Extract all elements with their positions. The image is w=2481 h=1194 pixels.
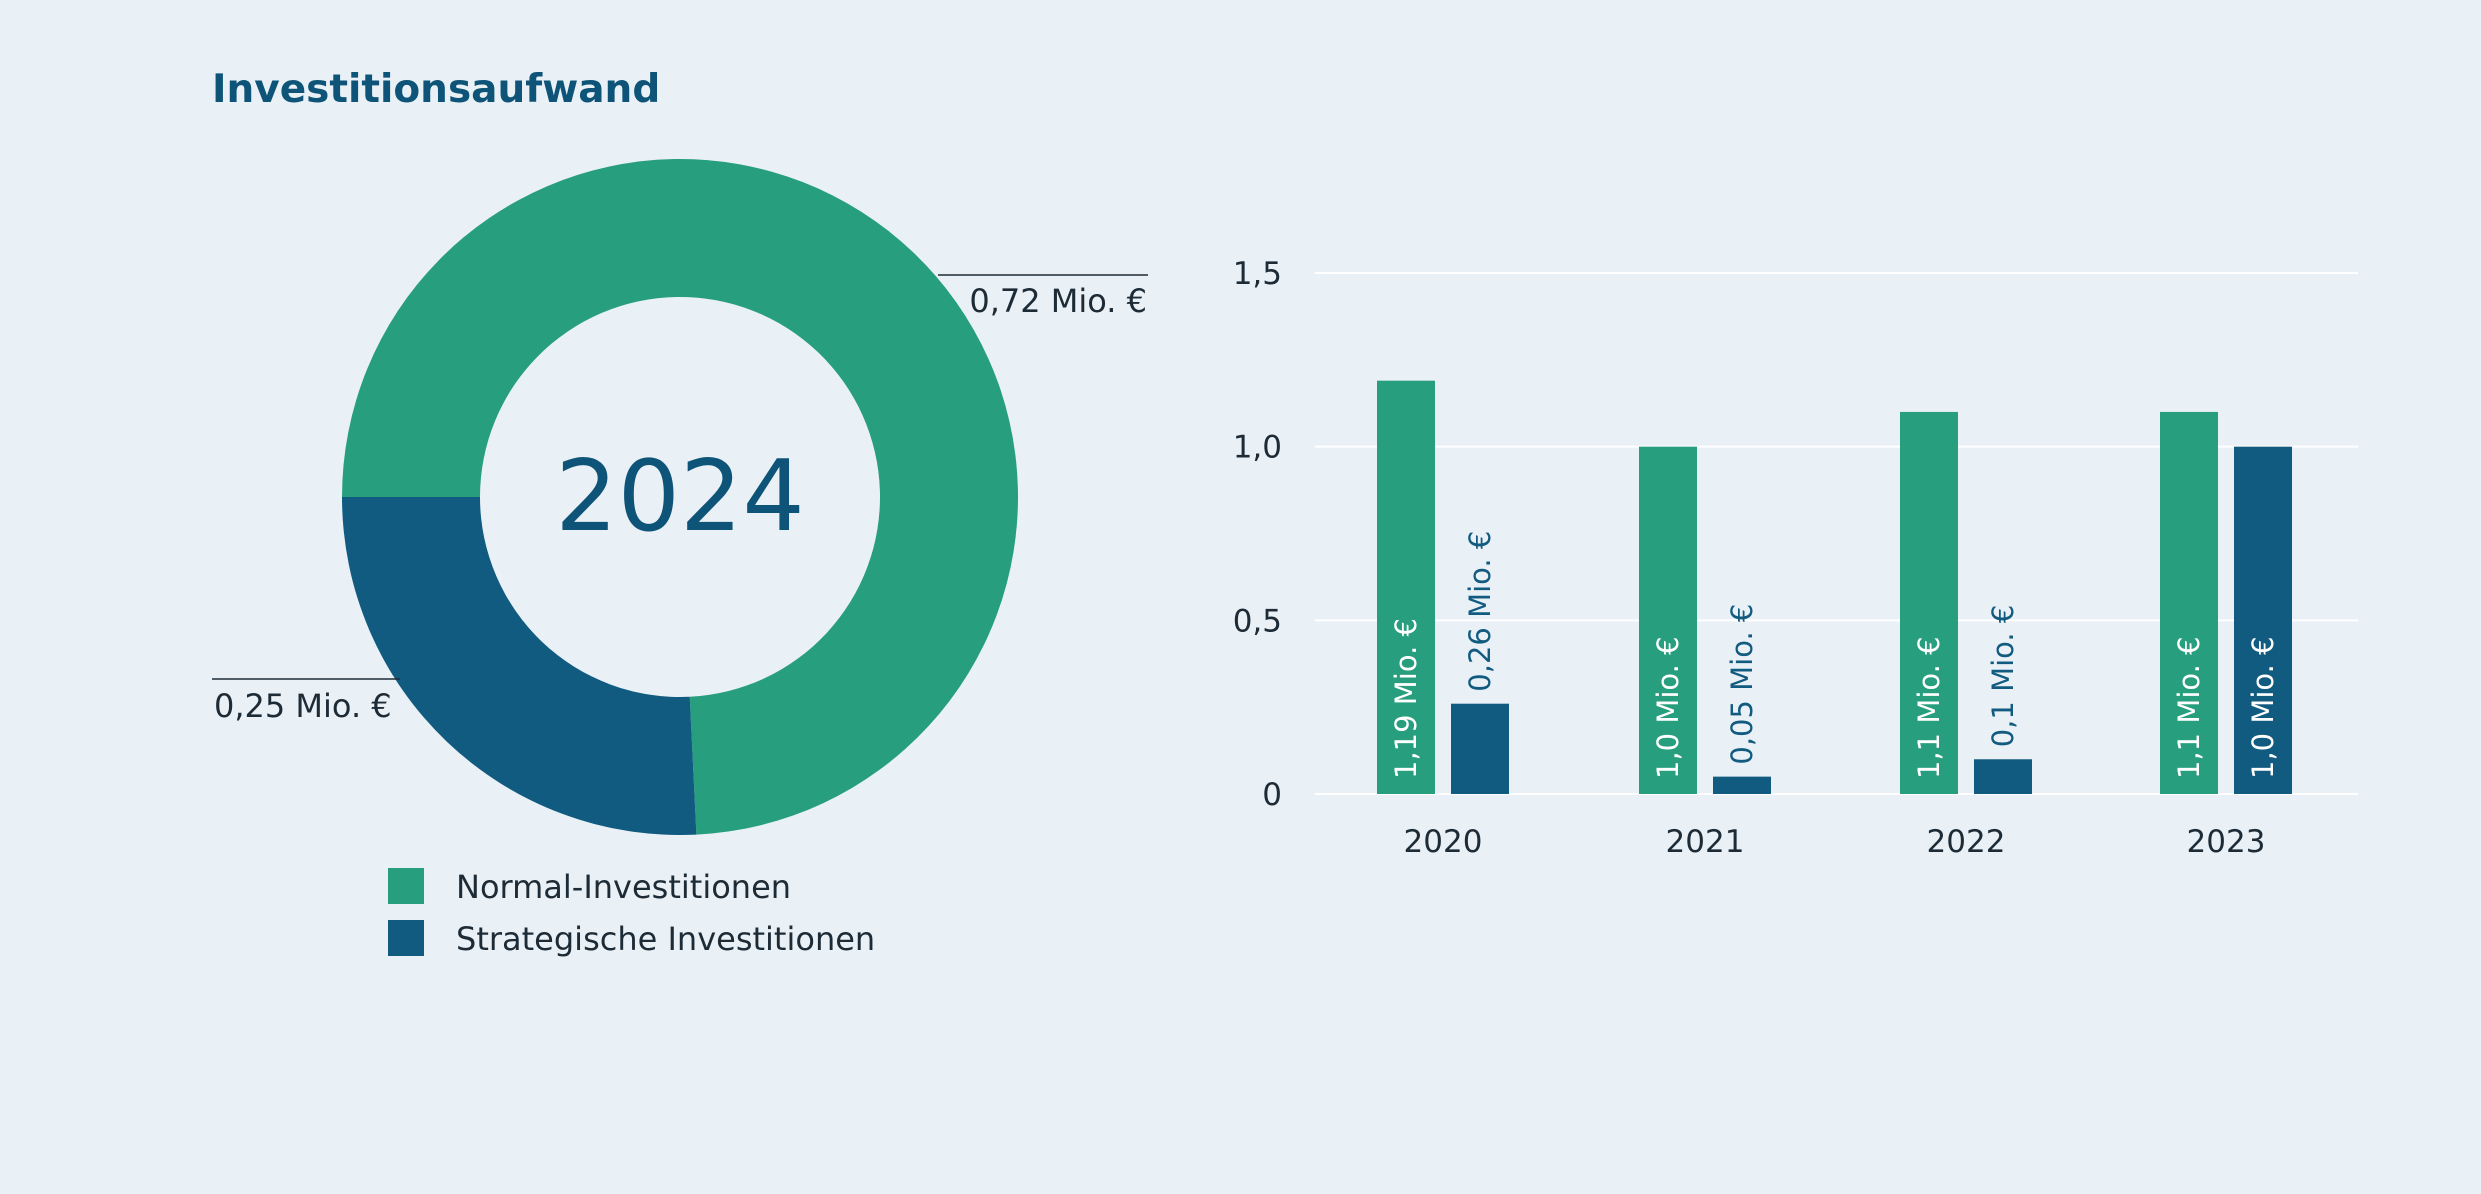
legend-swatch-strategic — [388, 920, 424, 956]
legend-swatch-normal — [388, 868, 424, 904]
legend-label-normal: Normal-Investitionen — [456, 868, 791, 906]
bar-value-label: 1,1 Mio. € — [1912, 636, 1946, 779]
bar-chart: 0 0,5 1,0 1,5 1,19 Mio. € 0,26 Mio. € 1,0 Mio… — [1233, 256, 2358, 860]
x-tick-label: 2022 — [1927, 824, 2006, 860]
bar-normal — [1900, 411, 1958, 794]
bar-value-label: 0,1 Mio. € — [1986, 605, 2020, 748]
legend: Normal-Investitionen Strategische Invest… — [388, 868, 875, 958]
donut-slice-strategic — [342, 497, 697, 835]
bar-value-label: 0,05 Mio. € — [1725, 604, 1759, 765]
y-tick-label: 0,5 — [1233, 603, 1282, 639]
bar-strategic — [1974, 759, 2032, 794]
y-axis-ticks: 0 0,5 1,0 1,5 — [1233, 256, 1282, 813]
bars: 1,19 Mio. € 0,26 Mio. € 1,0 Mio. € 0,05 Mio… — [1377, 380, 2292, 794]
donut-center-label: 2024 — [555, 440, 804, 554]
y-tick-label: 0 — [1262, 777, 1282, 813]
bar-strategic — [1713, 776, 1771, 794]
x-tick-label: 2020 — [1404, 824, 1483, 860]
donut-chart: 2024 0,72 Mio. € 0,25 Mio. € — [212, 158, 1148, 835]
donut-callout-strategic: 0,25 Mio. € — [214, 687, 392, 725]
x-axis-ticks: 2020 2021 2022 2023 — [1404, 824, 2266, 860]
bar-value-label: 1,19 Mio. € — [1389, 618, 1423, 779]
bar-normal — [1639, 446, 1697, 794]
legend-label-strategic: Strategische Investitionen — [456, 920, 875, 958]
x-tick-label: 2023 — [2187, 824, 2266, 860]
y-tick-label: 1,5 — [1233, 256, 1282, 292]
bar-value-label: 1,1 Mio. € — [2172, 636, 2206, 779]
bar-strategic — [1451, 703, 1509, 794]
donut-slice-normal — [342, 158, 1019, 835]
y-tick-label: 1,0 — [1233, 430, 1282, 466]
bar-strategic — [2234, 446, 2292, 794]
bar-normal — [2160, 411, 2218, 794]
donut-callout-normal: 0,72 Mio. € — [969, 282, 1147, 320]
x-tick-label: 2021 — [1666, 824, 1745, 860]
bar-value-label: 1,0 Mio. € — [1651, 636, 1685, 779]
bar-value-label: 0,26 Mio. € — [1463, 531, 1497, 692]
bar-value-label: 1,0 Mio. € — [2246, 636, 2280, 779]
bar-normal — [1377, 380, 1435, 794]
chart-title: Investitionsaufwand — [212, 67, 660, 112]
